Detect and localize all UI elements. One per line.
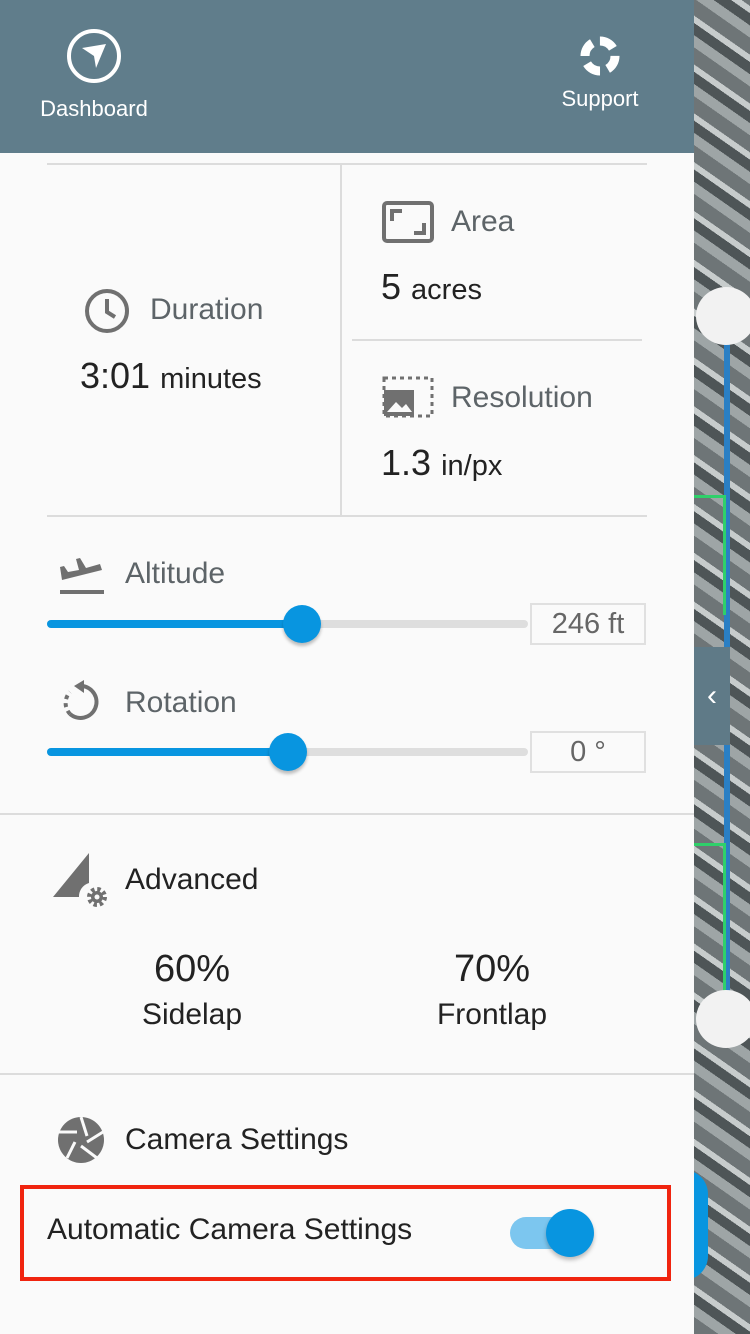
rotate-icon	[63, 680, 99, 720]
sidelap-value: 60%	[153, 948, 231, 990]
camera-settings-label: Camera Settings	[125, 1123, 349, 1156]
altitude-slider[interactable]	[47, 605, 528, 643]
support-label: Support	[561, 86, 639, 111]
rotation-label: Rotation	[125, 686, 237, 719]
support-button[interactable]: Support	[550, 36, 650, 112]
highlight-box	[20, 1185, 671, 1281]
resolution-label: Resolution	[451, 381, 593, 414]
dashboard-label: Dashboard	[40, 96, 148, 121]
rotation-slider-fill	[47, 748, 288, 756]
navigation-icon	[67, 29, 121, 83]
life-ring-icon	[580, 36, 620, 76]
divider	[340, 165, 342, 515]
collapse-panel-button[interactable]: ‹	[694, 647, 730, 745]
altitude-label: Altitude	[125, 557, 226, 590]
rotation-slider[interactable]	[47, 733, 528, 771]
duration-value: 3:01 minutes	[80, 355, 262, 396]
image-resolution-icon	[382, 376, 434, 418]
advanced-settings-icon	[53, 853, 107, 907]
toggle-thumb	[546, 1209, 594, 1257]
resolution-value: 1.3 in/px	[381, 442, 503, 483]
area-value: 5 acres	[381, 266, 482, 307]
boundary-line	[723, 843, 726, 993]
chevron-left-icon: ‹	[707, 679, 717, 712]
duration-label: Duration	[150, 293, 264, 326]
altitude-slider-fill	[47, 620, 302, 628]
advanced-label: Advanced	[125, 863, 259, 896]
area-icon	[382, 201, 434, 243]
auto-camera-settings-toggle[interactable]	[510, 1209, 594, 1257]
frontlap-value: 70%	[453, 948, 531, 990]
rotation-slider-thumb[interactable]	[268, 733, 307, 771]
rotation-value-field[interactable]: 0 °	[530, 731, 646, 773]
altitude-value-field[interactable]: 246 ft	[530, 603, 646, 645]
divider	[0, 813, 694, 815]
header: Dashboard Support	[0, 0, 694, 153]
boundary-line	[723, 495, 726, 615]
auto-camera-settings-label: Automatic Camera Settings	[47, 1213, 413, 1246]
map-handle[interactable]	[696, 990, 750, 1048]
map-handle[interactable]	[696, 287, 750, 345]
divider	[47, 163, 647, 165]
clock-icon	[85, 289, 129, 333]
map-view[interactable]: ‹	[684, 0, 750, 1334]
dashboard-button[interactable]: Dashboard	[30, 28, 158, 122]
area-label: Area	[451, 205, 515, 238]
frontlap-label: Frontlap	[436, 998, 548, 1031]
altitude-slider-thumb[interactable]	[282, 605, 321, 643]
takeoff-icon	[60, 558, 104, 594]
divider	[352, 339, 642, 341]
sidelap-label: Sidelap	[141, 998, 243, 1031]
divider	[47, 515, 647, 517]
camera-aperture-icon	[58, 1116, 104, 1163]
boundary-line	[694, 495, 726, 498]
boundary-line	[694, 843, 726, 846]
divider	[0, 1073, 694, 1075]
